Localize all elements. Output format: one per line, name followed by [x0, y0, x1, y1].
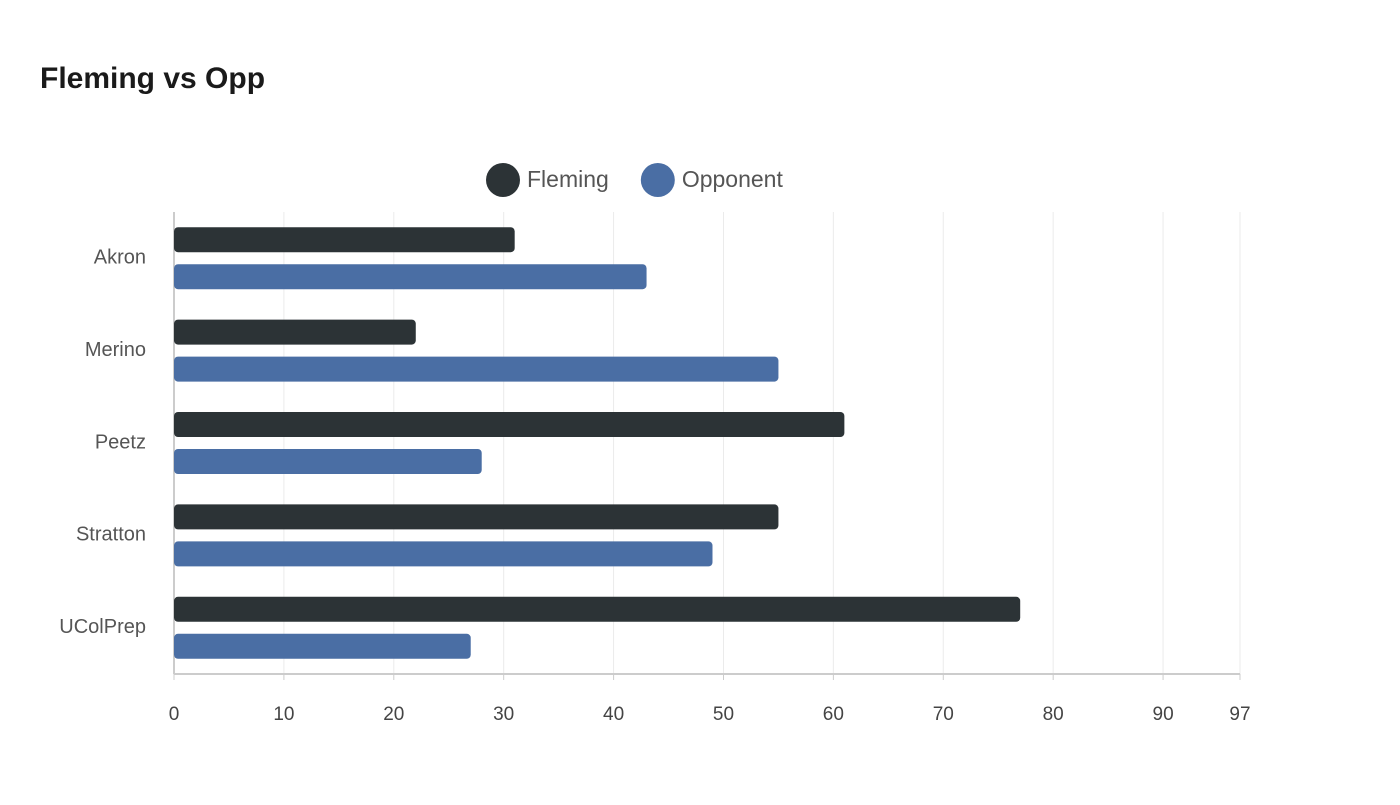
- y-tick-label: Akron: [94, 246, 146, 268]
- x-tick-label: 90: [1153, 704, 1174, 725]
- x-tick-label: 70: [933, 704, 954, 725]
- legend-swatch: [640, 163, 675, 197]
- bar: [174, 504, 779, 530]
- y-tick-label: Merino: [85, 339, 146, 361]
- bar: [174, 227, 515, 253]
- legend-label: Opponent: [682, 166, 784, 192]
- x-tick-label: 60: [823, 704, 844, 725]
- y-tick-label: Peetz: [95, 431, 146, 453]
- bar: [174, 264, 647, 290]
- y-tick-label: Stratton: [76, 524, 146, 546]
- bar: [174, 356, 779, 382]
- y-tick-label: UColPrep: [59, 616, 146, 638]
- x-tick-label: 80: [1043, 704, 1064, 725]
- bar: [174, 412, 845, 437]
- bar: [174, 596, 1021, 622]
- x-tick-label: 10: [273, 704, 294, 725]
- x-tick-label: 0: [169, 704, 180, 725]
- x-tick-label: 97: [1229, 704, 1250, 725]
- bar: [174, 633, 471, 659]
- chart-title: Fleming vs Opp: [40, 62, 265, 95]
- x-tick-label: 30: [493, 704, 514, 725]
- x-tick-label: 40: [603, 704, 624, 725]
- legend-swatch: [486, 163, 520, 197]
- x-tick-label: 20: [383, 704, 404, 725]
- x-tick-label: 50: [713, 704, 734, 725]
- legend-label: Fleming: [527, 166, 609, 192]
- bar: [174, 319, 416, 345]
- bar: [174, 449, 482, 474]
- bar: [174, 541, 713, 567]
